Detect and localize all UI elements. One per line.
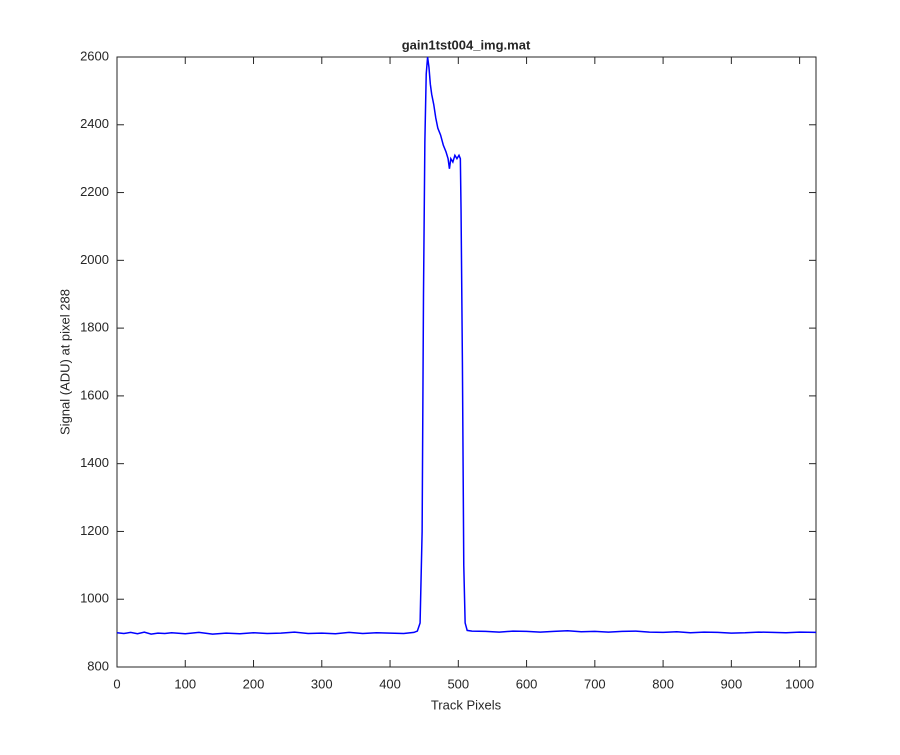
y-tick-label: 2600 — [80, 48, 109, 63]
axes-box — [116, 56, 817, 668]
x-tick-label: 500 — [447, 676, 469, 691]
x-tick-label: 1000 — [785, 676, 814, 691]
x-tick-label: 400 — [379, 676, 401, 691]
y-tick-label: 800 — [87, 658, 109, 673]
x-tick-label: 900 — [721, 676, 743, 691]
chart-title: gain1tst004_img.mat — [402, 37, 531, 52]
x-tick-label: 200 — [243, 676, 265, 691]
x-tick-label: 800 — [652, 676, 674, 691]
x-tick-label: 700 — [584, 676, 606, 691]
y-tick-label: 1200 — [80, 523, 109, 538]
x-tick-label: 0 — [113, 676, 120, 691]
y-tick-label: 2400 — [80, 116, 109, 131]
x-tick-label: 600 — [516, 676, 538, 691]
data-line — [116, 56, 817, 635]
x-tick-label: 300 — [311, 676, 333, 691]
y-tick-label: 1600 — [80, 387, 109, 402]
y-tick-label: 2000 — [80, 252, 109, 267]
x-axis-label: Track Pixels — [431, 697, 502, 712]
y-axis-label: Signal (ADU) at pixel 288 — [57, 289, 72, 435]
x-tick-label: 100 — [174, 676, 196, 691]
y-tick-label: 1400 — [80, 455, 109, 470]
y-tick-label: 1000 — [80, 591, 109, 606]
y-tick-label: 1800 — [80, 320, 109, 335]
y-tick-label: 2200 — [80, 184, 109, 199]
